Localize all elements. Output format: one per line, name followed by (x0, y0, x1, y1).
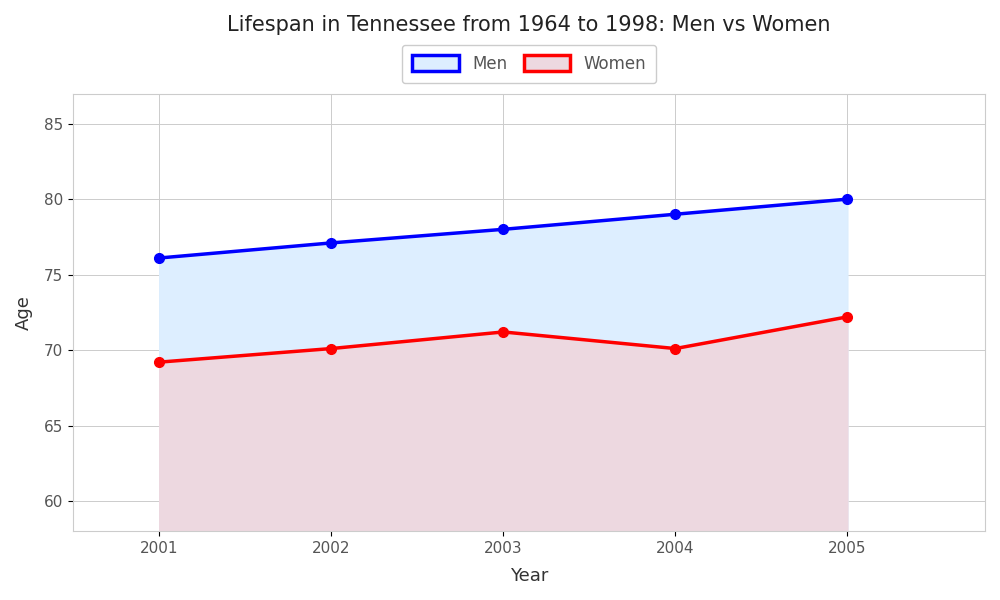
Title: Lifespan in Tennessee from 1964 to 1998: Men vs Women: Lifespan in Tennessee from 1964 to 1998:… (227, 15, 831, 35)
Y-axis label: Age: Age (15, 295, 33, 330)
Legend: Men, Women: Men, Women (402, 45, 656, 83)
X-axis label: Year: Year (510, 567, 548, 585)
